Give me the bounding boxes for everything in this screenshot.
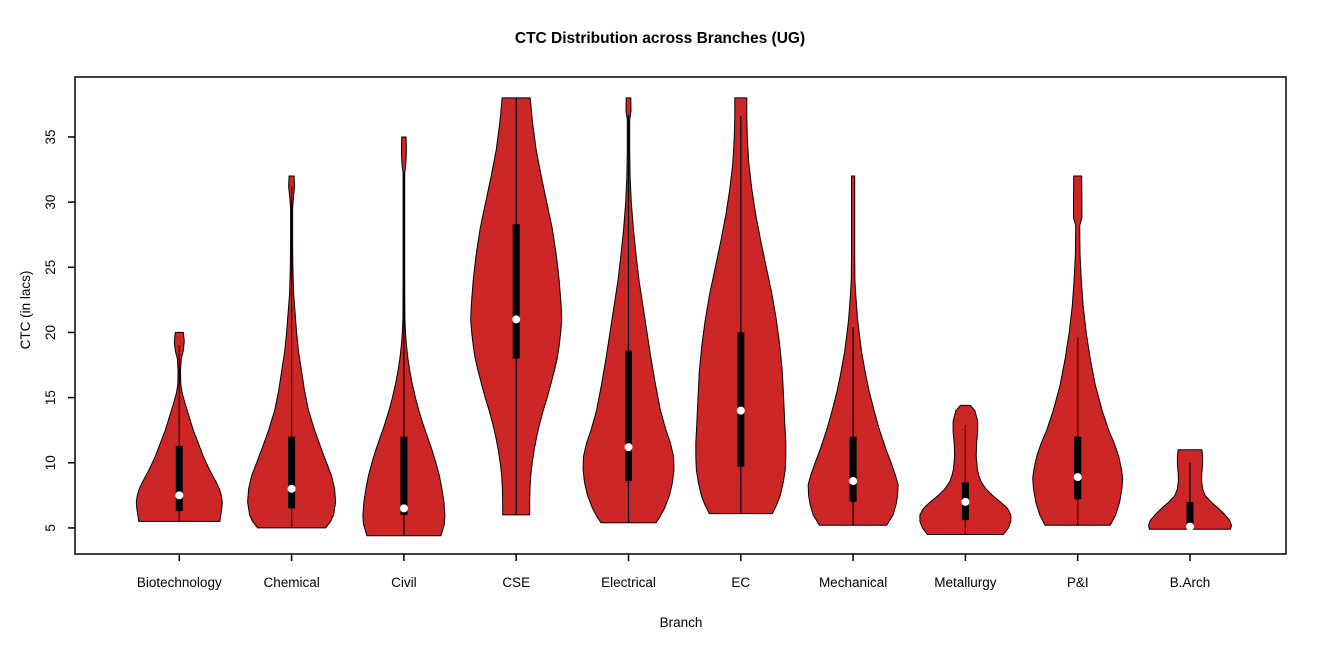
y-axis-title: CTC (in lacs) [18, 271, 33, 350]
violin-EC [695, 97, 787, 515]
median-dot [736, 406, 745, 415]
iqr-box [625, 350, 632, 482]
violin-Biotechnology [135, 331, 223, 522]
x-tick-label: Electrical [601, 575, 656, 590]
chart-title: CTC Distribution across Branches (UG) [515, 30, 805, 47]
x-tick-label: Mechanical [819, 575, 887, 590]
y-tick-label: 30 [43, 195, 58, 210]
median-dot [512, 315, 521, 324]
x-tick-label: Chemical [263, 575, 319, 590]
x-tick-label: Civil [391, 575, 417, 590]
iqr-box [1186, 501, 1194, 527]
iqr-box [288, 436, 296, 509]
x-tick-label: P&I [1067, 575, 1089, 590]
plot-area: 5 10 15 20 25 30 35 Biotechnology Chemical Civil C… [43, 76, 1287, 590]
median-dot [961, 497, 970, 506]
y-tick-label: 10 [43, 455, 58, 470]
violin-B.Arch [1148, 449, 1232, 531]
median-dot [1073, 473, 1082, 482]
median-dot [287, 484, 296, 493]
x-tick-label: B.Arch [1170, 575, 1211, 590]
x-tick-label: Metallurgy [934, 575, 997, 590]
violin-Civil [362, 136, 446, 537]
y-tick-label: 35 [43, 129, 58, 144]
y-tick-label: 20 [43, 325, 58, 340]
median-dot [849, 477, 858, 486]
y-tick-label: 25 [43, 260, 58, 275]
y-tick-label: 5 [43, 524, 58, 532]
median-dot [175, 491, 184, 500]
median-dot [624, 443, 633, 452]
violin-P&I [1032, 175, 1124, 526]
median-dot [399, 504, 408, 513]
violin-Electrical [582, 97, 675, 524]
violin-Chemical [247, 175, 337, 529]
x-tick-label: CSE [502, 575, 530, 590]
iqr-box [737, 332, 745, 467]
iqr-box [849, 436, 857, 502]
iqr-box [1074, 436, 1082, 500]
violin-Mechanical [807, 175, 899, 526]
x-tick-label: EC [731, 575, 750, 590]
plot-frame [74, 76, 1287, 555]
iqr-box [512, 224, 520, 359]
iqr-box [175, 445, 183, 511]
x-axis-title: Branch [660, 615, 703, 630]
violin-Metallurgy [919, 404, 1012, 535]
x-tick-label: Biotechnology [137, 575, 222, 590]
iqr-box [400, 436, 408, 515]
violin-CSE [470, 97, 563, 516]
median-dot [1186, 522, 1194, 531]
y-tick-label: 15 [43, 390, 58, 405]
